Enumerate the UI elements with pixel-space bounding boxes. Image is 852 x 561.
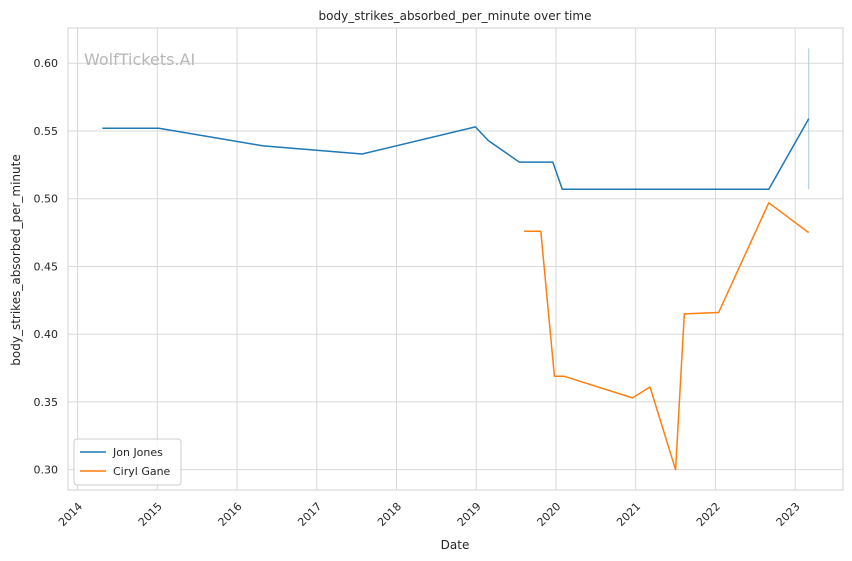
legend-label-jon-jones: Jon Jones [112, 446, 163, 459]
data-point [518, 161, 521, 164]
y-tick-label: 0.40 [34, 328, 59, 341]
data-point [649, 386, 652, 389]
data-point [157, 127, 160, 130]
data-point [523, 230, 526, 233]
x-tick-label: 2018 [375, 500, 404, 529]
data-point [553, 375, 556, 378]
data-point [551, 161, 554, 164]
y-axis-title: body_strikes_absorbed_per_minute [9, 154, 23, 365]
data-point [631, 396, 634, 399]
series-layer [101, 48, 810, 471]
chart-title: body_strikes_absorbed_per_minute over ti… [319, 9, 592, 23]
data-point [487, 139, 490, 142]
y-tick-label: 0.55 [34, 125, 59, 138]
data-point [674, 468, 677, 471]
data-point [539, 230, 542, 233]
y-tick-label: 0.35 [34, 396, 59, 409]
plot-area [67, 27, 844, 491]
data-point [562, 375, 565, 378]
x-tick-label: 2022 [694, 500, 723, 529]
x-tick-label: 2015 [136, 500, 165, 529]
y-tick-labels: 0.30 0.35 0.40 0.45 0.50 0.55 0.60 [34, 57, 59, 476]
data-point [683, 312, 686, 315]
x-tick-label: 2014 [56, 500, 85, 529]
data-point [474, 125, 477, 128]
series-line-jon-jones [102, 118, 810, 190]
data-point [767, 188, 770, 191]
x-tick-label: 2023 [774, 500, 803, 529]
data-point [767, 201, 770, 204]
grid [68, 28, 843, 490]
x-axis-title: Date [441, 538, 470, 552]
y-tick-label: 0.30 [34, 464, 59, 477]
data-point [561, 188, 564, 191]
x-tick-label: 2019 [455, 500, 484, 529]
x-tick-labels: 2014 2015 2016 2017 2018 2019 2020 2021 2022 2023 [56, 500, 803, 529]
data-point [807, 231, 810, 234]
legend: Jon Jones Ciryl Gane [73, 438, 182, 486]
data-point [361, 153, 364, 156]
y-tick-label: 0.60 [34, 57, 59, 70]
legend-label-ciryl-gane: Ciryl Gane [113, 465, 171, 478]
y-tick-label: 0.50 [34, 193, 59, 206]
data-point [807, 117, 810, 120]
series-line-ciryl-gane [524, 202, 810, 471]
data-point [101, 127, 104, 130]
x-tick-label: 2020 [535, 500, 564, 529]
data-point [717, 311, 720, 314]
legend-box [73, 438, 182, 486]
x-tick-label: 2021 [614, 500, 643, 529]
data-point [262, 144, 265, 147]
x-tick-label: 2017 [295, 500, 324, 529]
x-tick-label: 2016 [216, 500, 245, 529]
y-tick-label: 0.45 [34, 260, 59, 273]
watermark: WolfTickets.AI [84, 50, 195, 69]
